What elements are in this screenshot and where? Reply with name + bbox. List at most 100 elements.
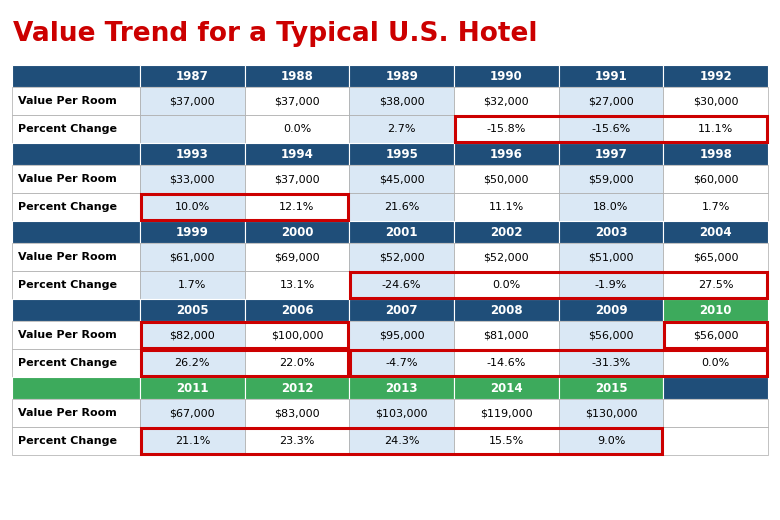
Text: -4.7%: -4.7% <box>385 358 418 368</box>
Bar <box>245 377 349 399</box>
Bar <box>349 299 454 321</box>
Bar <box>663 377 768 399</box>
Text: -15.6%: -15.6% <box>591 124 630 134</box>
Bar <box>558 299 663 321</box>
Text: 2.7%: 2.7% <box>388 124 416 134</box>
Text: 2011: 2011 <box>176 382 208 395</box>
Text: $37,000: $37,000 <box>169 96 215 106</box>
Bar <box>663 143 768 165</box>
Bar <box>140 115 245 143</box>
Bar <box>454 143 558 165</box>
Text: 9.0%: 9.0% <box>597 436 626 446</box>
Bar <box>245 221 349 243</box>
Text: 0.0%: 0.0% <box>283 124 311 134</box>
Text: 22.0%: 22.0% <box>279 358 315 368</box>
Bar <box>350 272 767 298</box>
Bar <box>12 349 140 377</box>
Bar <box>140 193 245 221</box>
Bar <box>140 243 245 271</box>
Bar <box>454 87 558 115</box>
Text: 2015: 2015 <box>594 382 627 395</box>
Bar <box>558 221 663 243</box>
Text: $38,000: $38,000 <box>379 96 424 106</box>
Text: $52,000: $52,000 <box>379 252 424 262</box>
Text: $32,000: $32,000 <box>484 96 529 106</box>
Bar <box>558 65 663 87</box>
Text: 1.7%: 1.7% <box>701 202 730 212</box>
Bar <box>558 271 663 299</box>
Bar <box>349 243 454 271</box>
Bar <box>12 87 140 115</box>
Text: $37,000: $37,000 <box>275 96 320 106</box>
Bar <box>245 165 349 193</box>
Text: 26.2%: 26.2% <box>175 358 210 368</box>
Text: 2005: 2005 <box>176 304 208 317</box>
Text: 2002: 2002 <box>490 226 523 239</box>
Bar <box>454 165 558 193</box>
Text: 21.6%: 21.6% <box>384 202 420 212</box>
Bar <box>245 299 349 321</box>
Text: Percent Change: Percent Change <box>18 358 117 368</box>
Bar <box>12 271 140 299</box>
Text: $67,000: $67,000 <box>169 408 215 418</box>
Bar <box>140 399 245 427</box>
Bar <box>349 221 454 243</box>
Bar <box>349 143 454 165</box>
Text: $37,000: $37,000 <box>275 174 320 184</box>
Text: 2008: 2008 <box>490 304 523 317</box>
Bar <box>558 193 663 221</box>
Text: $119,000: $119,000 <box>480 408 533 418</box>
Bar <box>12 165 140 193</box>
Bar <box>140 271 245 299</box>
Text: $51,000: $51,000 <box>588 252 634 262</box>
Bar <box>12 65 140 87</box>
Text: 2007: 2007 <box>385 304 418 317</box>
Bar <box>454 427 558 455</box>
Bar <box>663 349 768 377</box>
Text: 2010: 2010 <box>700 304 732 317</box>
Bar <box>140 349 245 377</box>
Bar <box>349 65 454 87</box>
Text: Value Per Room: Value Per Room <box>18 408 117 418</box>
Text: 2001: 2001 <box>385 226 418 239</box>
Text: 23.3%: 23.3% <box>279 436 314 446</box>
Text: Percent Change: Percent Change <box>18 202 117 212</box>
Text: -14.6%: -14.6% <box>487 358 526 368</box>
Bar <box>140 377 245 399</box>
Bar <box>663 399 768 427</box>
Bar <box>558 243 663 271</box>
Bar <box>349 427 454 455</box>
Bar <box>245 193 349 221</box>
Text: Percent Change: Percent Change <box>18 436 117 446</box>
Bar <box>349 399 454 427</box>
Text: 27.5%: 27.5% <box>698 280 733 290</box>
Text: $56,000: $56,000 <box>588 330 634 340</box>
Text: 15.5%: 15.5% <box>489 436 524 446</box>
Bar <box>454 377 558 399</box>
Text: 1990: 1990 <box>490 70 523 83</box>
Text: Value Per Room: Value Per Room <box>18 96 117 106</box>
Text: 1987: 1987 <box>176 70 209 83</box>
Bar <box>245 115 349 143</box>
Bar <box>140 87 245 115</box>
Text: -24.6%: -24.6% <box>382 280 421 290</box>
Bar <box>454 349 558 377</box>
Text: $56,000: $56,000 <box>693 330 739 340</box>
Text: 1994: 1994 <box>281 148 314 161</box>
Text: 24.3%: 24.3% <box>384 436 420 446</box>
Bar <box>454 299 558 321</box>
Text: 1989: 1989 <box>385 70 418 83</box>
Bar <box>663 165 768 193</box>
Bar <box>663 271 768 299</box>
Text: 2000: 2000 <box>281 226 314 239</box>
Text: 12.1%: 12.1% <box>279 202 314 212</box>
Bar <box>558 115 663 143</box>
Bar <box>665 322 767 348</box>
Text: 1991: 1991 <box>594 70 627 83</box>
Text: 1996: 1996 <box>490 148 523 161</box>
Bar <box>245 427 349 455</box>
Text: 1.7%: 1.7% <box>178 280 207 290</box>
Text: -1.9%: -1.9% <box>595 280 627 290</box>
Text: $33,000: $33,000 <box>169 174 215 184</box>
Text: Percent Change: Percent Change <box>18 280 117 290</box>
